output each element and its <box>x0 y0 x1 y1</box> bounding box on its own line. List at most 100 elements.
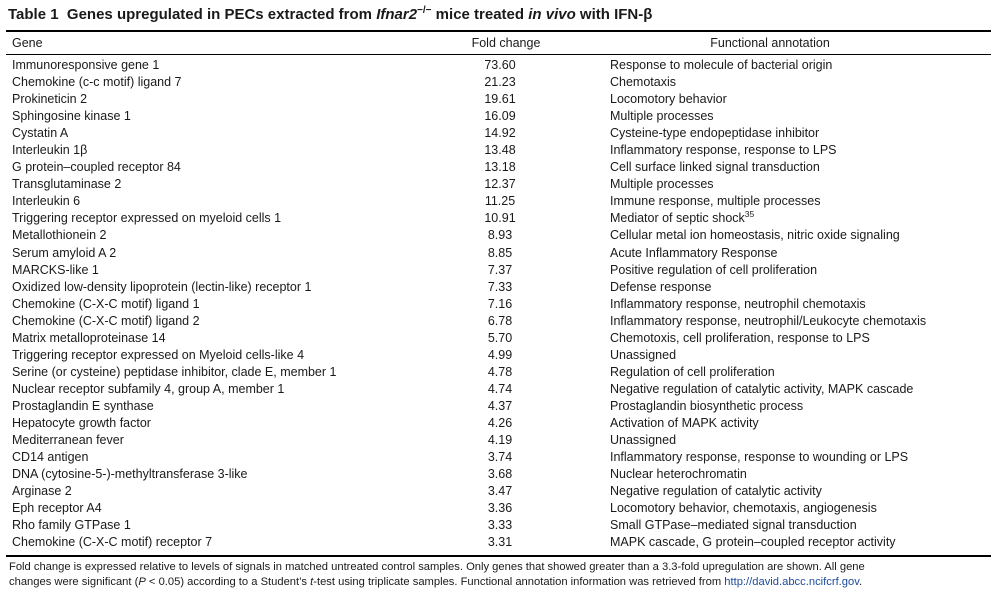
header-gene: Gene <box>12 36 43 50</box>
annotation-text: Regulation of cell proliferation <box>610 364 775 379</box>
table-row: Oxidized low-density lipoprotein (lectin… <box>0 279 999 296</box>
annotation-text: Inflammatory response, response to wound… <box>610 450 909 465</box>
table-row: Hepatocyte growth factor 4.26 Activation o… <box>0 415 999 432</box>
table-row: Cystatin A 14.92 Cysteine-type endopeptida… <box>0 125 999 142</box>
functional-annotation-cell: Acute Inflammatory Response <box>610 245 777 262</box>
fold-change-cell: 12.37 <box>484 177 516 192</box>
gene-name-cell: MARCKS-like 1 <box>12 262 99 277</box>
table-row: Nuclear receptor subfamily 4, group A, m… <box>0 381 999 398</box>
table-row: Eph receptor A4 3.36 Locomotory behavior, … <box>0 500 999 517</box>
table-row: MARCKS-like 1 7.37 Positive regulation of … <box>0 262 999 279</box>
functional-annotation-cell: MAPK cascade, G protein–coupled receptor… <box>610 534 896 551</box>
gene-name-cell: Serine (or cysteine) peptidase inhibitor… <box>12 364 337 379</box>
table-row: Sphingosine kinase 1 16.09 Multiple proces… <box>0 108 999 125</box>
footnote-text-c: -test using triplicate samples. Function… <box>313 576 725 588</box>
functional-annotation-cell: Locomotory behavior <box>610 91 727 108</box>
functional-annotation-cell: Locomotory behavior, chemotaxis, angioge… <box>610 500 877 517</box>
annotation-text: Chemotaxis <box>610 75 676 90</box>
annotation-text: Response to molecule of bacterial origin <box>610 58 833 72</box>
gene-name-cell: Cystatin A <box>12 126 69 141</box>
annotation-text: Negative regulation of catalytic activit… <box>610 484 822 499</box>
gene-name-cell: Eph receptor A4 <box>12 501 102 516</box>
annotation-text: Negative regulation of catalytic activit… <box>610 381 914 396</box>
title-text-3: with IFN-β <box>575 6 653 23</box>
table-row: Chemokine (C-X-C motif) ligand 1 7.16 Infl… <box>0 296 999 313</box>
footnote-line-1: Fold change is expressed relative to lev… <box>9 561 865 573</box>
annotation-text: Small GTPase–mediated signal transductio… <box>610 518 857 533</box>
reference-superscript: 35 <box>744 209 755 220</box>
gene-name-cell: Immunoresponsive gene 1 <box>12 58 160 72</box>
fold-change-cell: 4.78 <box>487 364 513 379</box>
annotation-text: Cellular metal ion homeostasis, nitric o… <box>610 228 900 243</box>
fold-change-cell: 11.25 <box>484 194 516 209</box>
gene-name-cell: Sphingosine kinase 1 <box>12 109 131 124</box>
functional-annotation-cell: Multiple processes <box>610 176 714 193</box>
annotation-text: Multiple processes <box>610 177 714 192</box>
table-row: Chemokine (C-X-C motif) ligand 2 6.78 Infl… <box>0 313 999 330</box>
functional-annotation-cell: Cellular metal ion homeostasis, nitric o… <box>610 227 900 244</box>
fold-change-cell: 3.47 <box>487 484 513 499</box>
annotation-text: Multiple processes <box>610 109 714 124</box>
fold-change-cell: 16.09 <box>484 109 516 124</box>
annotation-text: Locomotory behavior <box>610 92 727 107</box>
annotation-text: Unassigned <box>610 347 677 362</box>
fold-change-cell: 7.16 <box>487 296 513 311</box>
annotation-text: Unassigned <box>610 433 677 448</box>
annotation-text: Positive regulation of cell proliferatio… <box>610 262 818 277</box>
table-row: Transglutaminase 2 12.37 Multiple processe… <box>0 176 999 193</box>
fold-change-cell: 19.61 <box>484 92 516 107</box>
functional-annotation-cell: Negative regulation of catalytic activit… <box>610 381 913 398</box>
table-row: DNA (cytosine-5-)-methyltransferase 3-li… <box>0 466 999 483</box>
functional-annotation-cell: Activation of MAPK activity <box>610 415 759 432</box>
annotation-text: Inflammatory response, neutrophil chemot… <box>610 296 866 311</box>
top-rule <box>6 30 991 32</box>
fold-change-cell: 3.31 <box>487 535 513 550</box>
bottom-rule <box>6 555 991 557</box>
footnote-text-d: . <box>859 576 863 588</box>
table-row: Arginase 2 3.47 Negative regulation of cat… <box>0 483 999 500</box>
footnote-text-b: < 0.05) according to a Student’s <box>145 576 311 588</box>
functional-annotation-cell: Inflammatory response, neutrophil/Leukoc… <box>610 313 926 330</box>
functional-annotation-cell: Regulation of cell proliferation <box>610 364 775 381</box>
fold-change-cell: 4.37 <box>487 398 513 413</box>
table-row: Metallothionein 2 8.93 Cellular metal ion … <box>0 227 999 244</box>
annotation-text: Chemotoxis, cell proliferation, response… <box>610 330 870 345</box>
table-row: Triggering receptor expressed on myeloid… <box>0 210 999 227</box>
annotation-text: Defense response <box>610 279 712 294</box>
title-in-vivo: in vivo <box>528 6 576 23</box>
footnote-link[interactable]: http://david.abcc.ncifcrf.gov <box>724 576 859 588</box>
fold-change-cell: 3.68 <box>487 467 513 482</box>
functional-annotation-cell: Inflammatory response, response to LPS <box>610 142 837 159</box>
table-row: Interleukin 6 11.25 Immune response, multi… <box>0 193 999 210</box>
gene-name-cell: Metallothionein 2 <box>12 228 107 243</box>
functional-annotation-cell: Cysteine-type endopeptidase inhibitor <box>610 125 819 142</box>
functional-annotation-cell: Unassigned <box>610 347 676 364</box>
table-body: Immunoresponsive gene 1 73.60 Response to … <box>0 57 999 551</box>
table-row: Matrix metalloproteinase 14 5.70 Chemotoxi… <box>0 330 999 347</box>
fold-change-cell: 73.60 <box>484 58 516 72</box>
functional-annotation-cell: Inflammatory response, neutrophil chemot… <box>610 296 866 313</box>
footnote-line-2: changes were significant (P < 0.05) acco… <box>9 575 994 590</box>
functional-annotation-cell: Multiple processes <box>610 108 714 125</box>
annotation-text: Acute Inflammatory Response <box>610 245 778 260</box>
table-row: Mediterranean fever 4.19 Unassigned <box>0 432 999 449</box>
title-text-1: Genes upregulated in PECs extracted from <box>66 6 377 23</box>
fold-change-cell: 3.74 <box>487 450 513 465</box>
gene-name-cell: Mediterranean fever <box>12 433 124 448</box>
table-row: Triggering receptor expressed on Myeloid… <box>0 347 999 364</box>
footnote-p-symbol: P <box>138 576 146 588</box>
annotation-text: Locomotory behavior, chemotaxis, angioge… <box>610 501 877 516</box>
table-row: Interleukin 1β 13.48 Inflammatory response… <box>0 142 999 159</box>
functional-annotation-cell: Cell surface linked signal transduction <box>610 159 820 176</box>
gene-name-cell: Chemokine (C-X-C motif) receptor 7 <box>12 535 213 550</box>
annotation-text: Immune response, multiple processes <box>610 194 821 209</box>
fold-change-cell: 13.48 <box>484 143 516 158</box>
fold-change-cell: 10.91 <box>484 211 516 226</box>
annotation-text: Mediator of septic shock <box>610 211 745 226</box>
functional-annotation-cell: Mediator of septic shock35 <box>610 210 754 227</box>
title-text-2: mice treated <box>431 6 529 23</box>
functional-annotation-cell: Nuclear heterochromatin <box>610 466 747 483</box>
fold-change-cell: 6.78 <box>487 313 513 328</box>
gene-name-cell: Interleukin 6 <box>12 194 81 209</box>
functional-annotation-cell: Immune response, multiple processes <box>610 193 821 210</box>
